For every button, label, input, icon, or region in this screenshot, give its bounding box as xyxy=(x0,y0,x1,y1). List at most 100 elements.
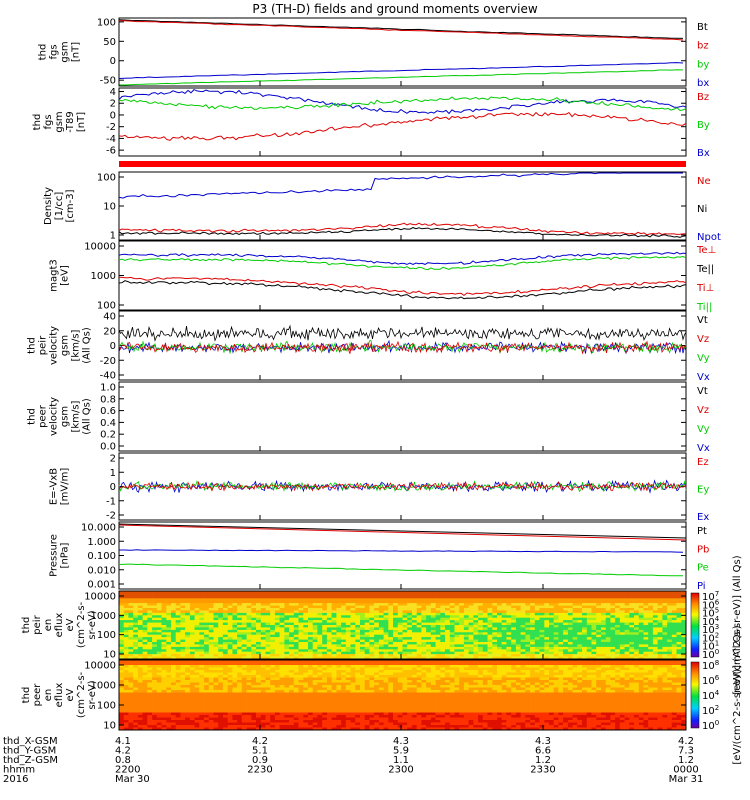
spectrogram-cell xyxy=(128,627,134,631)
spectrogram-cell xyxy=(175,605,181,609)
spectrogram-cell xyxy=(520,670,526,673)
spectrogram-cell xyxy=(445,629,451,633)
spectrogram-cell xyxy=(463,617,469,621)
y-axis-label: peer xyxy=(38,404,49,428)
spectrogram-cell xyxy=(364,610,370,614)
spectrogram-cell xyxy=(671,595,677,599)
spectrogram-cell xyxy=(501,622,507,626)
legend-Vz: Vz xyxy=(697,405,709,416)
spectrogram-cell xyxy=(312,677,318,681)
spectrogram-cell xyxy=(326,685,332,688)
spectrogram-cell xyxy=(402,665,408,668)
spectrogram-cell xyxy=(435,603,441,606)
spectrogram-cell xyxy=(133,629,139,633)
spectrogram-cell xyxy=(161,593,167,597)
spectrogram-cell xyxy=(582,595,588,599)
spectrogram-cell xyxy=(407,685,413,688)
spectrogram-cell xyxy=(308,634,314,638)
spectrogram-cell xyxy=(222,600,228,604)
y-axis-label: gsm xyxy=(60,41,71,62)
spectrogram-cell xyxy=(430,646,436,650)
spectrogram-cell xyxy=(435,598,441,602)
spectrogram-cell xyxy=(454,608,460,611)
spectrogram-cell xyxy=(591,662,597,666)
spectrogram-cell xyxy=(204,642,210,645)
panel-frame xyxy=(118,590,687,660)
spectrogram-cell xyxy=(119,637,125,640)
spectrogram-cell xyxy=(189,591,195,594)
spectrogram-cell xyxy=(331,667,337,671)
y-axis-label: [mV/m] xyxy=(60,468,71,506)
spectrogram-cell xyxy=(189,654,195,657)
spectrogram-cell xyxy=(440,617,446,621)
spectrogram-cell xyxy=(615,656,621,660)
spectrogram-cell xyxy=(473,632,479,636)
spectrogram-cell xyxy=(638,591,644,594)
spectrogram-cell xyxy=(667,620,673,623)
spectrogram-cell xyxy=(237,598,243,602)
spectrogram-cell xyxy=(463,675,469,678)
spectrogram-cell xyxy=(506,627,512,631)
spectrogram-cell xyxy=(204,677,210,681)
series-line xyxy=(118,89,687,115)
spectrogram-cell xyxy=(525,617,531,621)
spectrogram-cell xyxy=(478,598,484,602)
spectrogram-cell xyxy=(360,680,366,683)
spectrogram-cell xyxy=(232,682,238,686)
spectrogram-cell xyxy=(260,654,266,657)
spectrogram-cell xyxy=(407,662,413,666)
spectrogram-cell xyxy=(279,656,285,660)
spectrogram-cell xyxy=(208,639,214,643)
spectrogram-cell xyxy=(270,627,276,631)
spectrogram-cell xyxy=(350,642,356,645)
spectrogram-cell xyxy=(515,677,521,681)
spectrogram-cell xyxy=(180,651,186,655)
spectrogram-cell xyxy=(289,654,295,657)
spectrogram-cell xyxy=(416,654,422,657)
spectrogram-cell xyxy=(119,605,125,609)
spectrogram-cell xyxy=(515,598,521,602)
spectrogram-cell xyxy=(515,642,521,645)
spectrogram-cell xyxy=(506,605,512,609)
spectrogram-cell xyxy=(137,620,143,623)
spectrogram-cell xyxy=(166,603,172,606)
y-axis-label: fgs xyxy=(43,114,54,129)
spectrogram-cell xyxy=(544,682,550,686)
spectrogram-cell xyxy=(624,595,630,599)
spectrogram-cell xyxy=(459,608,465,611)
spectrogram-cell xyxy=(525,598,531,602)
spectrogram-cell xyxy=(463,622,469,626)
spectrogram-cell xyxy=(237,632,243,636)
spectrogram-cell xyxy=(119,685,125,688)
y-axis-label: thd xyxy=(21,617,32,634)
spectrogram-cell xyxy=(355,612,361,616)
spectrogram-cell xyxy=(137,593,143,597)
spectrogram-cell xyxy=(180,612,186,616)
panel-frame xyxy=(118,381,687,452)
spectrogram-cell xyxy=(345,608,351,611)
spectrogram-cell xyxy=(303,677,309,681)
spectrogram-cell xyxy=(298,598,304,602)
spectrogram-cell xyxy=(388,654,394,657)
spectrogram-cell xyxy=(171,682,177,686)
spectrogram-cell xyxy=(213,612,219,616)
spectrogram-cell xyxy=(596,682,602,686)
spectrogram-cell xyxy=(246,644,252,648)
spectrogram-cell xyxy=(208,672,214,676)
spectrogram-cell xyxy=(289,625,295,628)
quality-flag-bar xyxy=(119,161,686,167)
spectrogram-cell xyxy=(364,685,370,688)
spectrogram-cell xyxy=(671,622,677,626)
spectrogram-cell xyxy=(657,620,663,623)
spectrogram-cell xyxy=(156,612,162,616)
spectrogram-cell xyxy=(147,644,153,648)
spectrogram-cell xyxy=(218,595,224,599)
spectrogram-cell xyxy=(520,593,526,597)
spectrogram-cell xyxy=(563,625,569,628)
spectrogram-cell xyxy=(298,644,304,648)
spectrogram-cell xyxy=(289,603,295,606)
spectrogram-cell xyxy=(265,644,271,648)
spectrogram-cell xyxy=(407,644,413,648)
spectrogram-cell xyxy=(629,598,635,602)
spectrogram-cell xyxy=(440,646,446,650)
